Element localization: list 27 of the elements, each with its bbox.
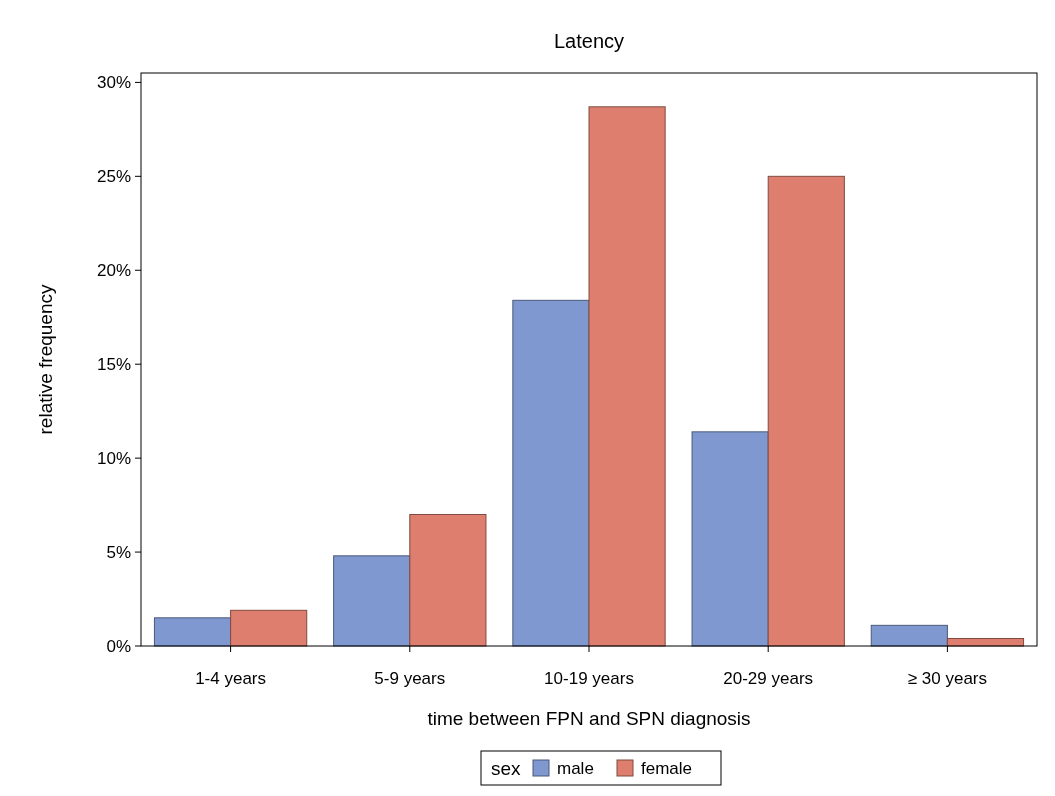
- y-axis-title: relative frequency: [35, 284, 56, 435]
- x-tick-label: 20-29 years: [723, 669, 814, 688]
- bar: [230, 609, 308, 647]
- legend-label: female: [641, 758, 693, 778]
- y-tick-label: 30%: [96, 73, 131, 93]
- bar: [333, 555, 411, 647]
- y-tick-label: 0%: [106, 636, 131, 656]
- y-tick-label: 5%: [106, 543, 131, 563]
- y-tick-label: 10%: [96, 449, 131, 469]
- x-tick-label: 1-4 years: [195, 669, 267, 688]
- bar: [588, 106, 666, 647]
- bar: [767, 175, 845, 647]
- bar: [512, 299, 590, 647]
- chart-title: Latency: [553, 30, 625, 52]
- bar: [409, 513, 487, 647]
- bar: [691, 431, 769, 647]
- y-tick-label: 15%: [96, 355, 131, 375]
- legend-title: sex: [491, 757, 522, 779]
- x-tick-label: 5-9 years: [374, 669, 446, 688]
- bar: [870, 624, 948, 647]
- bar: [153, 617, 232, 647]
- legend-label: male: [557, 758, 594, 778]
- x-tick-label: 10-19 years: [544, 669, 634, 688]
- y-tick-label: 25%: [96, 167, 131, 187]
- y-tick-label: 20%: [96, 261, 131, 281]
- x-tick-label: ≥ 30 years: [907, 669, 988, 688]
- x-axis-title: time between FPN and SPN diagnosis: [427, 708, 751, 729]
